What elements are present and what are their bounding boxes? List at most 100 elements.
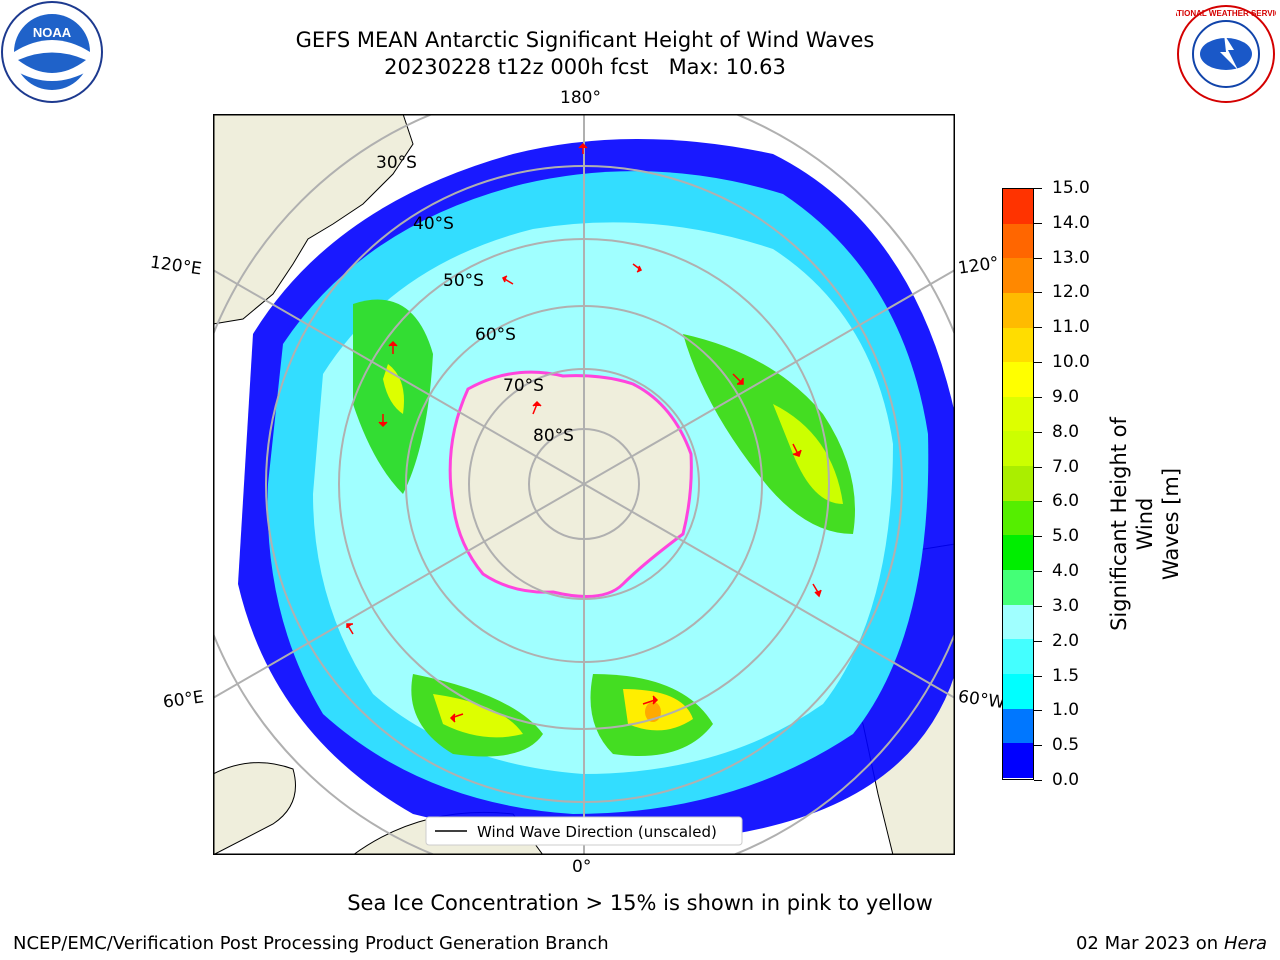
colorbar-tick <box>1034 605 1042 607</box>
lon-label-60w: 60°W <box>956 686 1007 714</box>
colorbar-tick <box>1034 431 1042 433</box>
colorbar-tick-label: 12.0 <box>1052 282 1090 303</box>
colorbar-segment <box>1003 431 1033 467</box>
lat-label-80s: 80°S <box>533 426 574 446</box>
colorbar-segment <box>1003 708 1033 744</box>
colorbar-segment <box>1003 189 1033 224</box>
nws-logo: NATIONAL WEATHER SERVICE <box>1176 5 1276 103</box>
colorbar-tick-label: 14.0 <box>1052 212 1090 233</box>
colorbar-tick-label: 5.0 <box>1052 526 1080 547</box>
arrow <box>501 275 514 285</box>
arrow <box>388 340 398 354</box>
colorbar-title-line1: Significant Height of Wind <box>1107 417 1157 631</box>
lon-label-120w: 120° <box>956 253 1001 279</box>
noaa-logo-text: NOAA <box>33 25 72 40</box>
colorbar-tick-label: 8.0 <box>1052 421 1080 442</box>
lon-label-0: 0° <box>572 857 592 877</box>
sea-ice-footnote: Sea Ice Concentration > 15% is shown in … <box>347 891 933 915</box>
lat-label-30s: 30°S <box>376 153 417 173</box>
colorbar-title-line2: Waves [m] <box>1159 467 1183 581</box>
arrow <box>812 583 822 598</box>
colorbar-segment <box>1003 396 1033 432</box>
system-name: Hera <box>1223 933 1267 954</box>
colorbar-segment <box>1003 673 1033 709</box>
colorbar-tick-label: 15.0 <box>1052 178 1090 198</box>
australia-land <box>213 114 414 325</box>
colorbar-segment <box>1003 292 1033 328</box>
lat-label-50s: 50°S <box>443 271 484 291</box>
africa-land <box>213 762 296 855</box>
graticule <box>213 114 955 855</box>
map-legend: Wind Wave Direction (unscaled) <box>425 816 743 846</box>
colorbar-tick <box>1034 466 1042 468</box>
colorbar-tick <box>1034 257 1042 259</box>
colorbar-tick-label: 9.0 <box>1052 386 1080 407</box>
wave-yellow-west <box>383 364 404 414</box>
arrow <box>732 373 744 385</box>
colorbar-title: Significant Height of Wind Waves [m] <box>1106 409 1184 639</box>
colorbar-tick <box>1034 675 1042 677</box>
arrow <box>642 695 659 705</box>
colorbar-segment <box>1003 639 1033 674</box>
lon-label-120e: 120°E <box>148 252 203 280</box>
colorbar-tick-label: 0.0 <box>1052 770 1080 790</box>
arrow <box>532 400 542 415</box>
colorbar-tick-label: 2.0 <box>1052 630 1080 651</box>
wave-yellow-south <box>433 694 523 738</box>
arrow <box>346 623 354 635</box>
lon-label-60e: 60°E <box>161 687 206 713</box>
date-text: 02 Mar 2023 on <box>1075 933 1219 954</box>
colorbar-tick <box>1034 396 1042 398</box>
colorbar <box>1002 188 1034 780</box>
colorbar-tick <box>1034 571 1042 573</box>
colorbar-tick <box>1034 188 1042 189</box>
arrow <box>792 443 802 457</box>
colorbar-tick <box>1034 362 1042 364</box>
colorbar-segment <box>1003 743 1033 778</box>
lon-label-180: 180° <box>560 88 601 108</box>
lat-label-40s: 40°S <box>413 214 454 234</box>
lat-label-60s: 60°S <box>475 325 516 345</box>
colorbar-segment <box>1003 258 1033 293</box>
colorbar-tick <box>1034 292 1042 294</box>
wave-yellow-east <box>773 404 843 504</box>
colorbar-tick <box>1034 536 1042 538</box>
colorbar-tick <box>1034 327 1042 329</box>
colorbar-tick-label: 11.0 <box>1052 317 1090 338</box>
colorbar-tick-label: 1.5 <box>1052 665 1080 686</box>
credit-line: NCEP/EMC/Verification Post Processing Pr… <box>13 933 609 954</box>
legend-label: Wind Wave Direction (unscaled) <box>477 823 717 841</box>
noaa-logo: NOAA <box>1 1 103 103</box>
colorbar-segment <box>1003 570 1033 605</box>
colorbar-tick <box>1034 501 1042 503</box>
latitude-labels: 30°S 40°S 50°S 60°S 70°S 80°S <box>376 153 574 446</box>
colorbar-tick-label: 3.0 <box>1052 595 1080 616</box>
chart-title-line1: GEFS MEAN Antarctic Significant Height o… <box>295 28 875 52</box>
generation-date: 02 Mar 2023 on Hera <box>1076 933 1267 954</box>
colorbar-segment <box>1003 604 1033 640</box>
colorbar-tick-label: 4.0 <box>1052 561 1080 582</box>
colorbar-segment <box>1003 535 1033 571</box>
chart-title-line2: 20230228 t12z 000h fcst Max: 10.63 <box>384 55 786 79</box>
colorbar-segment <box>1003 223 1033 259</box>
colorbar-segment <box>1003 327 1033 363</box>
arrow <box>632 263 643 273</box>
colorbar-tick-label: 13.0 <box>1052 247 1090 268</box>
antarctica-land <box>448 370 693 598</box>
arrow <box>378 414 388 428</box>
colorbar-tick <box>1034 710 1042 712</box>
colorbar-tick-label: 0.5 <box>1052 735 1080 756</box>
colorbar-segment <box>1003 466 1033 501</box>
wind-arrows <box>346 142 822 723</box>
antarctic-wave-map: 30°S 40°S 50°S 60°S 70°S 80°S Wind Wave … <box>213 114 955 855</box>
colorbar-segment <box>1003 500 1033 536</box>
colorbar-segment <box>1003 362 1033 397</box>
colorbar-tick-label: 1.0 <box>1052 700 1080 721</box>
colorbar-tick-label: 6.0 <box>1052 491 1080 512</box>
colorbar-tick <box>1034 222 1042 224</box>
arrow <box>449 713 464 723</box>
colorbar-tick <box>1034 640 1042 642</box>
arrow <box>578 142 588 154</box>
colorbar-tick-label: 10.0 <box>1052 352 1090 373</box>
colorbar-tick-label: 7.0 <box>1052 456 1080 477</box>
